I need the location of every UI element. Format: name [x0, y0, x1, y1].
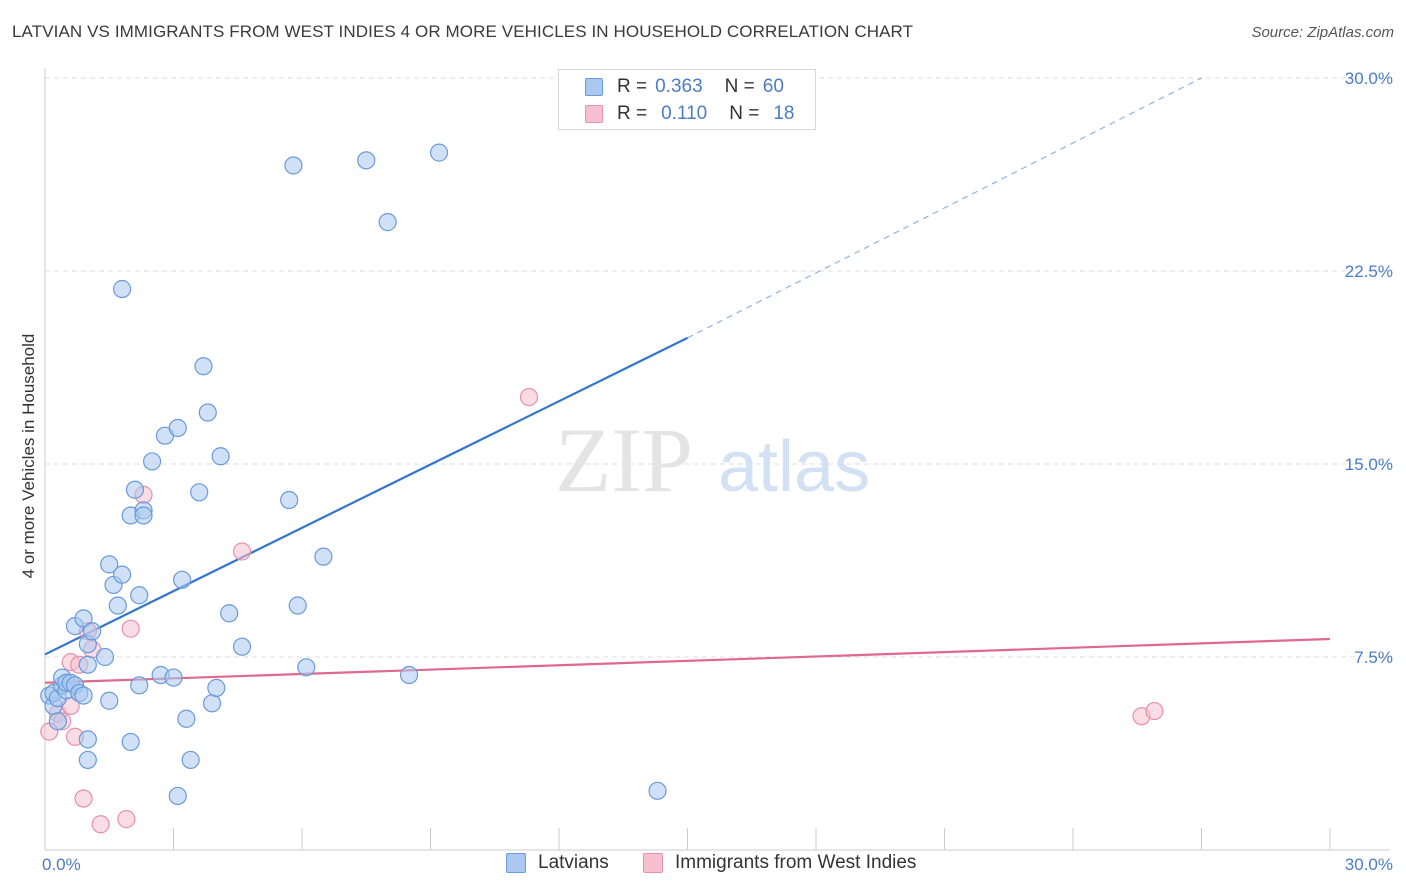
point-latvians	[297, 658, 316, 677]
legend-n-value: 60	[762, 76, 784, 97]
point-latvians	[130, 586, 149, 605]
axes	[44, 68, 1390, 851]
point-west-indies	[1145, 701, 1164, 721]
y-tick-label: 30.0%	[1345, 69, 1393, 88]
legend-swatch-blue	[585, 78, 603, 96]
data-points	[40, 143, 1164, 834]
y-tick-label: 22.5%	[1345, 262, 1393, 281]
legend-swatch-pink	[643, 853, 663, 873]
point-latvians	[357, 151, 376, 170]
y-tick-label: 15.0%	[1345, 455, 1393, 474]
point-west-indies	[519, 387, 539, 407]
legend-swatch-blue	[506, 853, 526, 873]
point-latvians	[202, 694, 222, 713]
watermark-zip: ZIP	[555, 409, 693, 511]
legend-item-west-indies: Immigrants from West Indies	[643, 852, 916, 874]
point-latvians	[220, 604, 239, 623]
watermark-atlas: atlas	[718, 427, 870, 507]
legend-item-latvians: Latvians	[506, 852, 609, 874]
grid-lines	[45, 77, 1390, 658]
point-latvians	[378, 213, 397, 232]
point-latvians	[130, 676, 149, 695]
point-west-indies	[74, 789, 93, 808]
legend-r-value: 0.363	[655, 76, 703, 97]
legend-r-value: 0.110	[661, 103, 708, 124]
point-latvians	[198, 403, 217, 422]
point-west-indies	[232, 542, 252, 561]
source-label: Source: ZipAtlas.com	[1251, 24, 1394, 41]
series-legend: Latvians Immigrants from West Indies	[0, 852, 1406, 878]
point-latvians	[429, 143, 449, 162]
point-latvians	[112, 279, 132, 299]
point-latvians	[207, 678, 226, 697]
legend-swatch-pink	[585, 105, 603, 123]
point-latvians	[100, 691, 119, 710]
y-axis-label: 4 or more Vehicles in Household	[19, 334, 38, 579]
point-latvians	[78, 730, 97, 749]
point-latvians	[78, 750, 97, 770]
stats-legend: R = 0.363 N = 60 R = 0.110 N = 18	[558, 69, 816, 130]
trend-line-latvians	[44, 336, 688, 656]
point-latvians	[83, 622, 102, 641]
legend-label-west-indies: Immigrants from West Indies	[675, 852, 917, 873]
point-latvians	[177, 709, 196, 728]
point-latvians	[125, 480, 145, 499]
legend-label-latvians: Latvians	[538, 852, 609, 873]
point-latvians	[399, 665, 419, 685]
point-latvians	[190, 483, 209, 502]
legend-n-value: 18	[773, 103, 795, 124]
point-latvians	[164, 668, 183, 687]
point-latvians	[74, 609, 93, 628]
point-latvians	[74, 686, 93, 705]
point-latvians	[142, 452, 162, 471]
point-west-indies	[91, 815, 110, 834]
point-latvians	[314, 547, 333, 566]
point-latvians	[284, 156, 303, 175]
tick-labels: 7.5% 15.0% 22.5% 30.0% 0.0% 30.0%	[42, 69, 1393, 874]
point-latvians	[211, 447, 230, 466]
trend-line-west-indies	[44, 637, 1331, 684]
point-west-indies	[121, 619, 140, 638]
x-tick-label: 30.0%	[1345, 855, 1393, 874]
y-tick-label: 7.5%	[1354, 648, 1393, 667]
point-latvians	[112, 565, 132, 584]
point-latvians	[194, 357, 213, 376]
trend-lines	[44, 77, 1331, 684]
point-latvians	[108, 596, 127, 615]
chart-title: LATVIAN VS IMMIGRANTS FROM WEST INDIES 4…	[12, 22, 914, 41]
point-latvians	[172, 570, 192, 589]
legend-n-label: N =	[724, 76, 755, 97]
point-latvians	[232, 637, 252, 656]
point-latvians	[134, 506, 153, 525]
legend-row-latvians: R = 0.363 N = 60	[585, 75, 784, 99]
point-west-indies	[117, 810, 136, 829]
point-latvians	[181, 750, 200, 770]
point-latvians	[280, 490, 299, 510]
x-tick-label: 0.0%	[42, 855, 81, 874]
point-latvians	[648, 781, 667, 800]
legend-n-label: N =	[729, 103, 760, 124]
point-latvians	[78, 655, 97, 674]
point-latvians	[100, 555, 119, 574]
legend-row-west-indies: R = 0.110 N = 18	[585, 102, 795, 126]
point-latvians	[121, 732, 140, 752]
point-latvians	[48, 712, 67, 731]
watermark: ZIP atlas	[555, 409, 870, 511]
trend-line-latvians-extension	[687, 77, 1202, 339]
legend-r-label: R =	[617, 76, 648, 97]
legend-r-label: R =	[617, 103, 648, 124]
point-latvians	[288, 596, 307, 615]
point-latvians	[95, 647, 115, 667]
point-latvians	[168, 418, 187, 438]
point-latvians	[168, 786, 187, 806]
